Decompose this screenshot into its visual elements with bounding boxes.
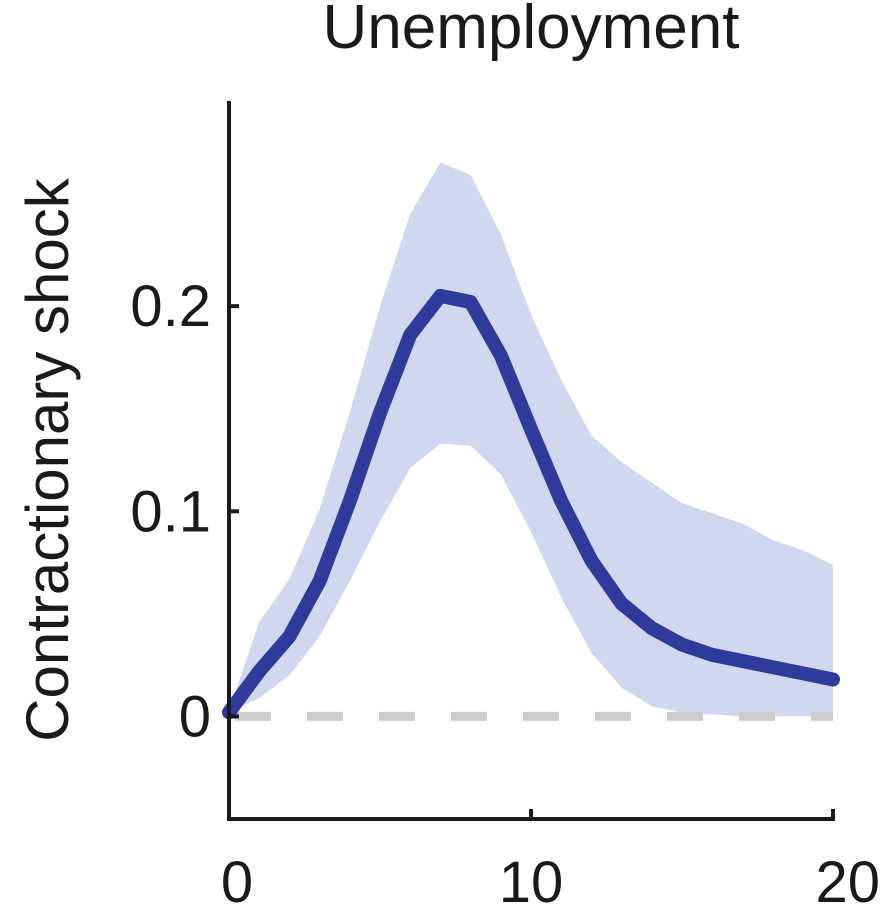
response-line [222,288,840,720]
chart-title: Unemployment [323,0,740,62]
y-tick-label: 0 [179,684,211,749]
plot-area [222,162,840,721]
y-axis-label: Contractionary shock [14,177,81,742]
x-tick-label: 10 [499,850,564,915]
x-tick-label: 20 [815,850,880,915]
x-tick-label: 0 [221,850,253,915]
y-tick-label: 0.2 [130,274,211,339]
tick-group: 0 0.1 0.2 0 10 20 [130,274,880,915]
y-tick-label: 0.1 [130,479,211,544]
